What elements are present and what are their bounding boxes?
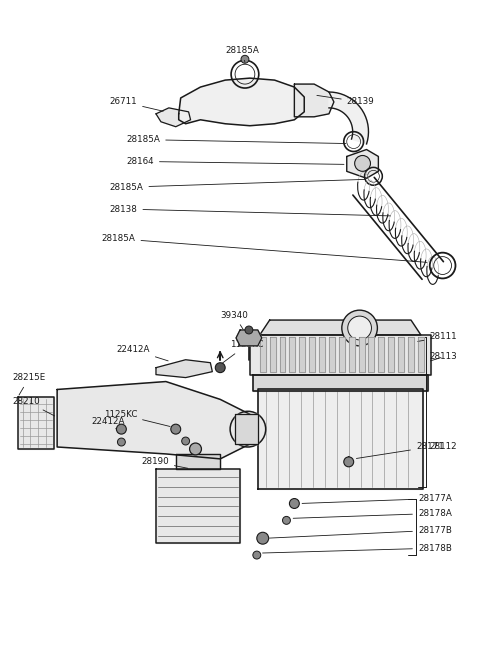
Circle shape xyxy=(230,411,266,447)
Polygon shape xyxy=(250,335,431,374)
Text: 28178A: 28178A xyxy=(293,509,452,518)
Text: 26711: 26711 xyxy=(109,97,163,111)
Polygon shape xyxy=(156,360,212,378)
Polygon shape xyxy=(418,337,424,372)
Circle shape xyxy=(344,457,354,467)
Polygon shape xyxy=(300,337,305,372)
Polygon shape xyxy=(339,337,345,372)
Text: 28112: 28112 xyxy=(430,443,457,451)
Circle shape xyxy=(342,310,377,346)
Text: 28111: 28111 xyxy=(418,332,457,342)
Circle shape xyxy=(253,551,261,559)
Polygon shape xyxy=(57,382,250,459)
Text: 28171: 28171 xyxy=(357,443,444,459)
Circle shape xyxy=(182,437,190,445)
Polygon shape xyxy=(329,92,369,144)
Polygon shape xyxy=(408,337,414,372)
Circle shape xyxy=(257,532,269,544)
Polygon shape xyxy=(176,454,220,469)
Text: 28210: 28210 xyxy=(12,397,55,416)
Text: 28215E: 28215E xyxy=(12,373,46,395)
Text: 28138: 28138 xyxy=(109,204,390,216)
Polygon shape xyxy=(279,337,286,372)
Text: 28177B: 28177B xyxy=(269,526,452,538)
Polygon shape xyxy=(309,337,315,372)
Polygon shape xyxy=(378,337,384,372)
Text: 28164: 28164 xyxy=(126,157,344,166)
Polygon shape xyxy=(349,337,355,372)
Circle shape xyxy=(117,424,126,434)
Polygon shape xyxy=(294,84,334,117)
Polygon shape xyxy=(179,78,304,125)
Circle shape xyxy=(355,156,371,171)
Text: 28177A: 28177A xyxy=(302,494,452,503)
Text: 28185A: 28185A xyxy=(109,179,366,192)
Text: 28139: 28139 xyxy=(317,95,374,106)
Polygon shape xyxy=(236,330,262,346)
Polygon shape xyxy=(289,337,295,372)
Text: 22412A: 22412A xyxy=(117,346,168,361)
Polygon shape xyxy=(260,337,266,372)
Text: 1125KC: 1125KC xyxy=(222,340,264,363)
Polygon shape xyxy=(253,374,428,392)
Text: 28178B: 28178B xyxy=(263,543,452,553)
Polygon shape xyxy=(319,337,325,372)
Polygon shape xyxy=(260,320,421,335)
Circle shape xyxy=(283,516,290,524)
Circle shape xyxy=(245,326,253,334)
Polygon shape xyxy=(258,390,423,489)
Polygon shape xyxy=(347,150,378,178)
Circle shape xyxy=(216,363,225,373)
Polygon shape xyxy=(388,337,394,372)
Polygon shape xyxy=(156,469,240,543)
Polygon shape xyxy=(329,337,335,372)
Text: 28185A: 28185A xyxy=(225,46,259,62)
Text: 1125KC: 1125KC xyxy=(104,410,170,426)
Text: 28190: 28190 xyxy=(141,457,188,468)
Polygon shape xyxy=(398,337,404,372)
Polygon shape xyxy=(359,337,364,372)
Circle shape xyxy=(118,438,125,446)
Text: 22412A: 22412A xyxy=(92,417,125,429)
Text: 28113: 28113 xyxy=(430,352,457,361)
Text: 28185A: 28185A xyxy=(126,135,346,144)
Circle shape xyxy=(171,424,180,434)
Text: 39340: 39340 xyxy=(220,311,248,334)
Text: 28185A: 28185A xyxy=(102,235,427,262)
Circle shape xyxy=(348,316,372,340)
Circle shape xyxy=(238,419,258,439)
Polygon shape xyxy=(270,337,276,372)
Polygon shape xyxy=(18,397,54,449)
Polygon shape xyxy=(235,415,258,444)
Circle shape xyxy=(289,499,300,509)
Circle shape xyxy=(190,443,202,455)
Circle shape xyxy=(241,55,249,63)
Polygon shape xyxy=(156,108,191,127)
Polygon shape xyxy=(369,337,374,372)
